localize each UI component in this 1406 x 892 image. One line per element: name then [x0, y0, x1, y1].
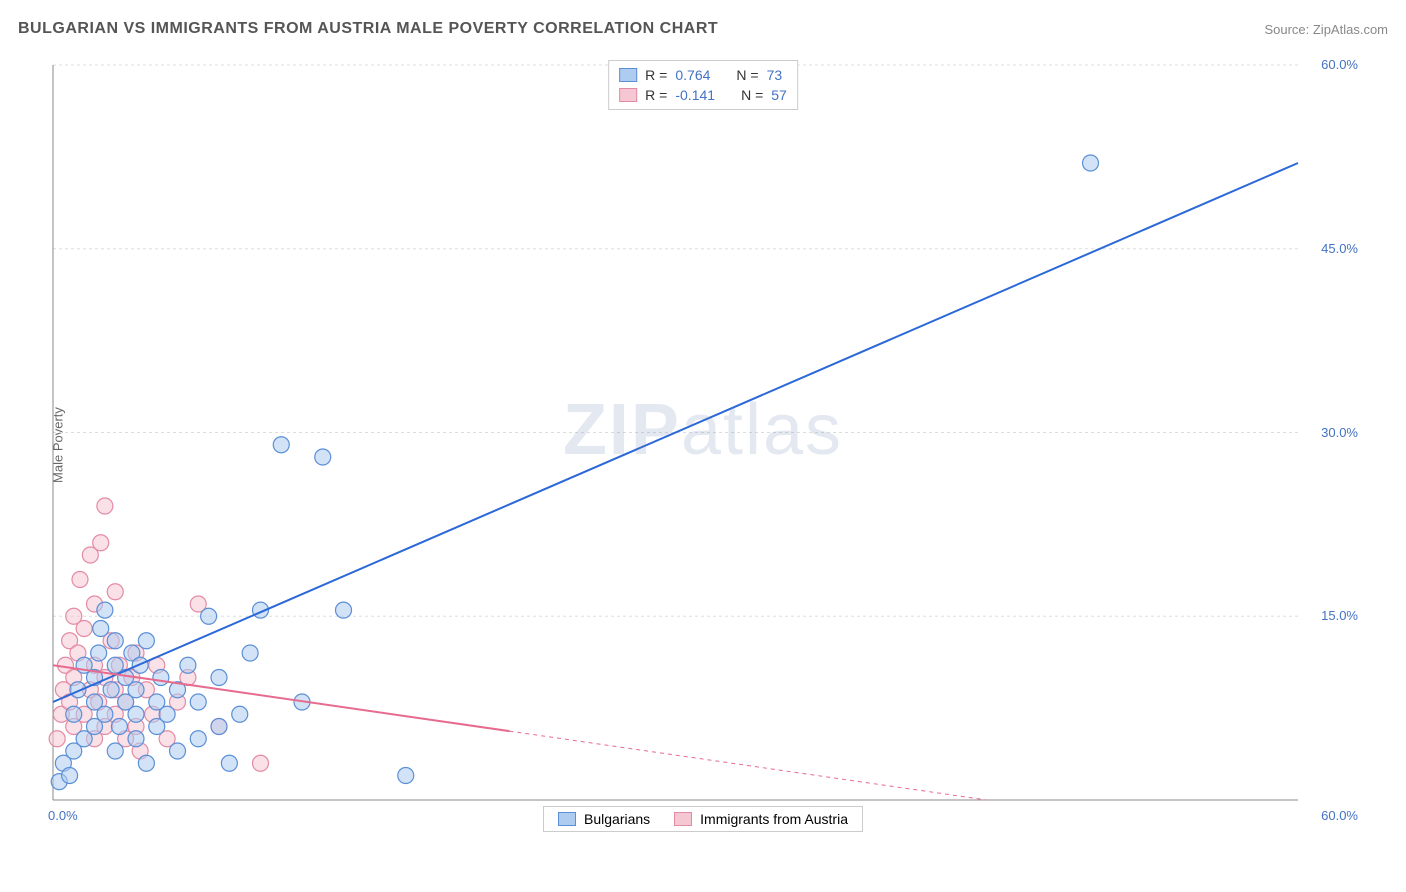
x-tick-label: 60.0% [1321, 808, 1358, 823]
chart-title: BULGARIAN VS IMMIGRANTS FROM AUSTRIA MAL… [18, 20, 718, 38]
series-legend-item: Immigrants from Austria [674, 811, 848, 827]
legend-n-value: 57 [771, 87, 787, 103]
chart-header: BULGARIAN VS IMMIGRANTS FROM AUSTRIA MAL… [18, 20, 1388, 38]
legend-n-value: 73 [767, 67, 783, 83]
legend-swatch [558, 812, 576, 826]
legend-swatch [674, 812, 692, 826]
y-tick-label: 30.0% [1321, 425, 1358, 440]
source-label: Source: ZipAtlas.com [1264, 22, 1388, 37]
x-tick-label: 0.0% [48, 808, 78, 823]
legend-n-label: N = [741, 87, 763, 103]
y-tick-label: 15.0% [1321, 608, 1358, 623]
y-tick-label: 45.0% [1321, 241, 1358, 256]
legend-row: R = 0.764 N = 73 [619, 65, 787, 85]
legend-r-label: R = [645, 67, 667, 83]
legend-r-value: -0.141 [675, 87, 715, 103]
legend-swatch [619, 88, 637, 102]
legend-r-label: R = [645, 87, 667, 103]
series-legend-item: Bulgarians [558, 811, 650, 827]
series-legend: Bulgarians Immigrants from Austria [543, 806, 863, 832]
series-name: Bulgarians [584, 811, 650, 827]
legend-r-value: 0.764 [675, 67, 710, 83]
correlation-legend: R = 0.764 N = 73 R = -0.141 N = 57 [608, 60, 798, 110]
series-name: Immigrants from Austria [700, 811, 848, 827]
legend-n-label: N = [736, 67, 758, 83]
chart-area: Male Poverty ZIPatlas R = 0.764 N = 73 R… [48, 60, 1358, 830]
scatter-plot [48, 60, 1358, 830]
y-tick-label: 60.0% [1321, 57, 1358, 72]
legend-swatch [619, 68, 637, 82]
legend-row: R = -0.141 N = 57 [619, 85, 787, 105]
